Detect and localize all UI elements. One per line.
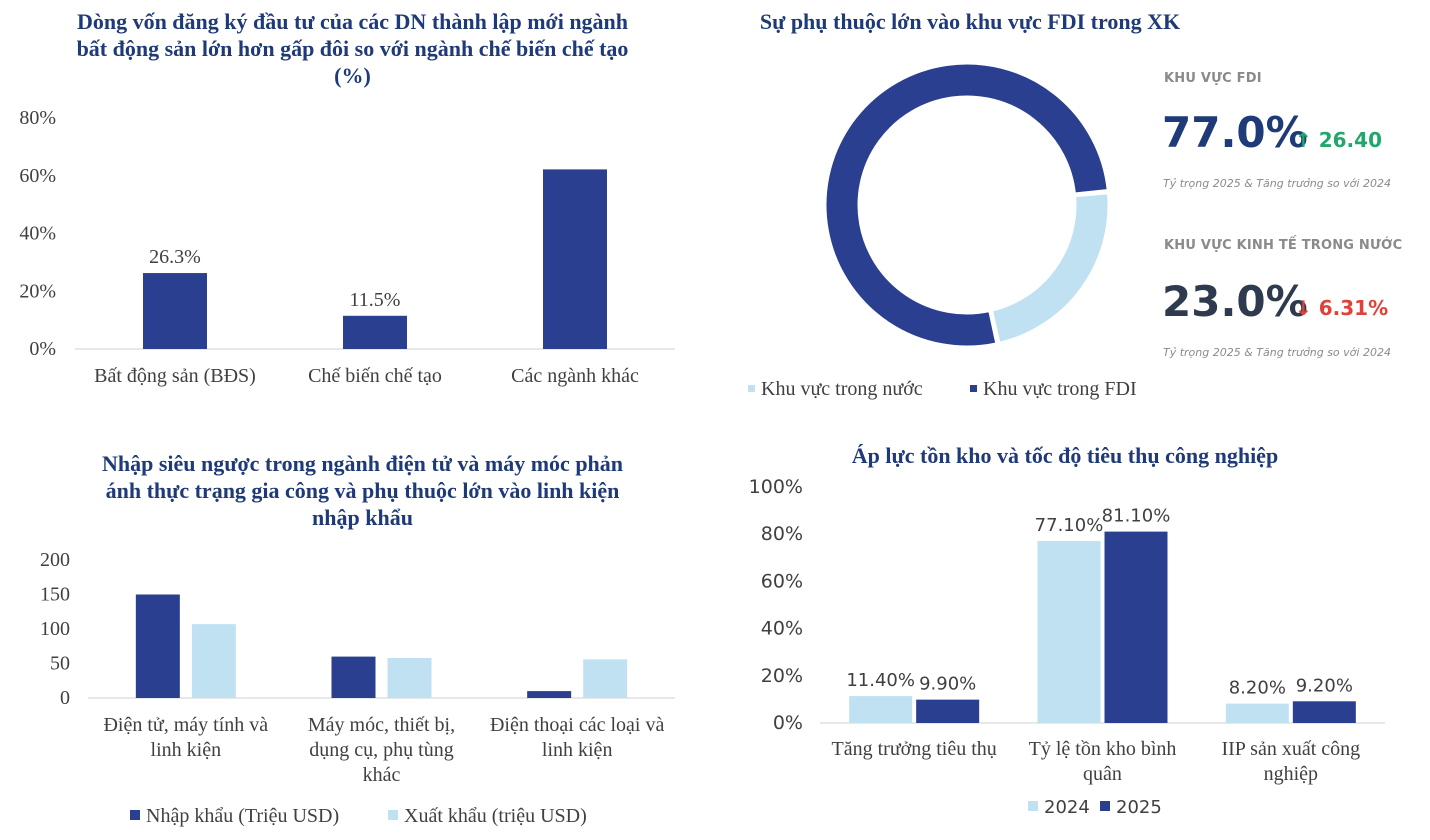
legend-item-import: Nhập khẩu (Triệu USD) (130, 805, 339, 828)
kpi-fdi-note: Tỷ trọng 2025 & Tăng trưởng so với 2024 (1163, 177, 1391, 190)
y-tick-label: 0 (60, 687, 70, 709)
legend-swatch-export (388, 810, 398, 821)
x-tick-label: Điện thoại các loại và (490, 714, 664, 736)
legend-swatch-2025 (1100, 801, 1110, 811)
bar (1292, 701, 1356, 723)
bar (343, 315, 407, 349)
y-tick-label: 0% (773, 712, 803, 734)
x-tick-label: Các ngành khác (511, 365, 639, 387)
kpi-fdi-change: ↑ 26.40 (1295, 128, 1382, 152)
legend-label-2024: 2024 (1044, 797, 1090, 818)
kpi-domestic-value: 23.0% (1162, 277, 1308, 326)
legend-swatch-fdi (970, 384, 977, 392)
kpi-domestic-note: Tỷ trọng 2025 & Tăng trưởng so với 2024 (1163, 346, 1391, 359)
kpi-domestic-change: ↓ 6.31% (1295, 296, 1389, 320)
legend-label-fdi: Khu vực trong FDI (983, 378, 1137, 400)
bar (1225, 703, 1289, 723)
investment-bar-chart: 0% 20% 40% 60% 80% 26.3% Bất động sản (BĐS) 11.… (19, 107, 675, 387)
y-tick-label: 40% (761, 618, 803, 640)
chart-title-fdi: Sự phụ thuộc lớn vào khu vực FDI trong X… (759, 9, 1181, 34)
bar (331, 656, 376, 698)
bar (849, 696, 913, 723)
legend-item-export: Xuất khẩu (triệu USD) (388, 805, 587, 828)
legend-swatch-2024 (1028, 801, 1038, 811)
chart-panel-trade: Nhập siêu ngược trong ngành điện tử và m… (0, 425, 700, 840)
legend-swatch-domestic (748, 384, 755, 392)
x-tick-label: nghiệp (1264, 763, 1318, 785)
y-tick-label: 40% (19, 223, 56, 245)
chart-panel-investment: Dòng vốn đăng ký đầu tư của các DN thành… (0, 0, 700, 420)
bar (527, 691, 572, 698)
y-tick-label: 80% (761, 523, 803, 545)
legend-label-domestic: Khu vực trong nước (761, 378, 923, 400)
legend-label-import: Nhập khẩu (Triệu USD) (146, 805, 340, 827)
fdi-donut-chart (823, 61, 1111, 349)
y-tick-label: 20% (19, 280, 56, 302)
inventory-bar-chart: 0% 20% 40% 60% 80% 100% 11.40% 9.90% Tăng trưởng… (749, 476, 1385, 785)
bar (387, 657, 432, 698)
data-label: 11.5% (350, 289, 401, 311)
y-tick-label: 0% (29, 338, 56, 360)
y-tick-label: 50 (50, 653, 70, 675)
x-tick-label: IIP sản xuất công (1221, 738, 1360, 760)
data-label: 8.20% (1229, 678, 1286, 699)
y-tick-label: 200 (40, 549, 70, 571)
y-tick-label: 60% (19, 165, 56, 187)
legend-item-2024: 2024 (1028, 797, 1090, 818)
x-tick-label: khác (363, 764, 401, 786)
x-tick-label: Tăng trưởng tiêu thụ (832, 738, 997, 760)
x-tick-label: Bất động sản (BĐS) (94, 365, 256, 387)
x-tick-label: Chế biến chế tạo (308, 365, 442, 387)
data-label: 77.10% (1035, 515, 1104, 536)
x-tick-label: linh kiện (151, 739, 222, 761)
y-tick-label: 100 (40, 618, 70, 640)
y-tick-label: 150 (40, 584, 70, 606)
kpi-fdi-heading: KHU VỰC FDI (1164, 71, 1262, 86)
data-label: 9.20% (1296, 675, 1353, 696)
bar (143, 273, 207, 349)
x-tick-label: Tỷ lệ tồn kho bình (1029, 738, 1177, 760)
chart-panel-inventory: Áp lực tồn kho và tốc độ tiêu thụ công n… (720, 425, 1430, 840)
data-label: 11.40% (846, 670, 915, 691)
y-tick-label: 60% (761, 570, 803, 592)
x-tick-label: quân (1083, 763, 1122, 785)
y-tick-label: 100% (749, 476, 803, 498)
y-tick-label: 80% (19, 107, 56, 129)
legend-swatch-import (130, 810, 140, 821)
data-label: 26.3% (149, 246, 201, 268)
chart-title-investment: Dòng vốn đăng ký đầu tư của các DN thành… (76, 9, 629, 88)
donut-slice (823, 61, 1110, 349)
donut-slice (989, 191, 1111, 346)
legend-item-fdi: Khu vực trong FDI (970, 378, 1137, 401)
legend-item-domestic: Khu vực trong nước (748, 378, 923, 401)
data-label: 81.10% (1102, 506, 1171, 527)
x-tick-label: dụng cụ, phụ tùng (309, 739, 453, 761)
y-tick-label: 20% (761, 665, 803, 687)
legend-item-2025: 2025 (1100, 797, 1162, 818)
bar (1104, 531, 1168, 723)
chart-panel-fdi: Sự phụ thuộc lớn vào khu vực FDI trong X… (720, 0, 1430, 420)
bar (916, 699, 980, 723)
chart-title-inventory: Áp lực tồn kho và tốc độ tiêu thụ công n… (851, 443, 1279, 468)
kpi-fdi-value: 77.0% (1162, 108, 1308, 157)
kpi-domestic-heading: KHU VỰC KINH TẾ TRONG NƯỚC (1164, 238, 1403, 253)
data-label: 9.90% (919, 674, 976, 695)
x-tick-label: linh kiện (542, 739, 613, 761)
legend-label-export: Xuất khẩu (triệu USD) (404, 805, 587, 827)
bar (135, 594, 180, 698)
bar (543, 169, 607, 349)
bar (191, 624, 236, 698)
legend-label-2025: 2025 (1116, 797, 1162, 818)
x-tick-label: Máy móc, thiết bị, (308, 714, 455, 736)
bar (1037, 541, 1101, 723)
chart-title-trade: Nhập siêu ngược trong ngành điện tử và m… (101, 451, 624, 530)
trade-bar-chart: 0 50 100 150 200 Điện tử, máy tính và linh kiệ… (40, 549, 675, 786)
x-tick-label: Điện tử, máy tính và (103, 714, 268, 736)
bar (583, 659, 628, 698)
